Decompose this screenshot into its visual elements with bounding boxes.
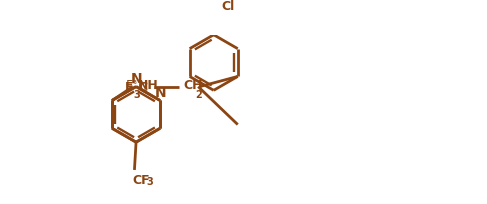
Text: F: F bbox=[126, 79, 133, 92]
Text: CF: CF bbox=[133, 173, 150, 186]
Text: C: C bbox=[138, 81, 148, 94]
Text: N: N bbox=[155, 85, 167, 99]
Text: N: N bbox=[130, 72, 142, 85]
Text: CH: CH bbox=[184, 79, 203, 92]
Text: F: F bbox=[125, 81, 133, 94]
Text: 2: 2 bbox=[196, 90, 203, 100]
Text: 3: 3 bbox=[146, 177, 152, 186]
Text: ₃: ₃ bbox=[133, 76, 137, 85]
Text: NH: NH bbox=[138, 79, 158, 92]
Text: Cl: Cl bbox=[222, 0, 235, 13]
Text: 3: 3 bbox=[133, 90, 140, 100]
